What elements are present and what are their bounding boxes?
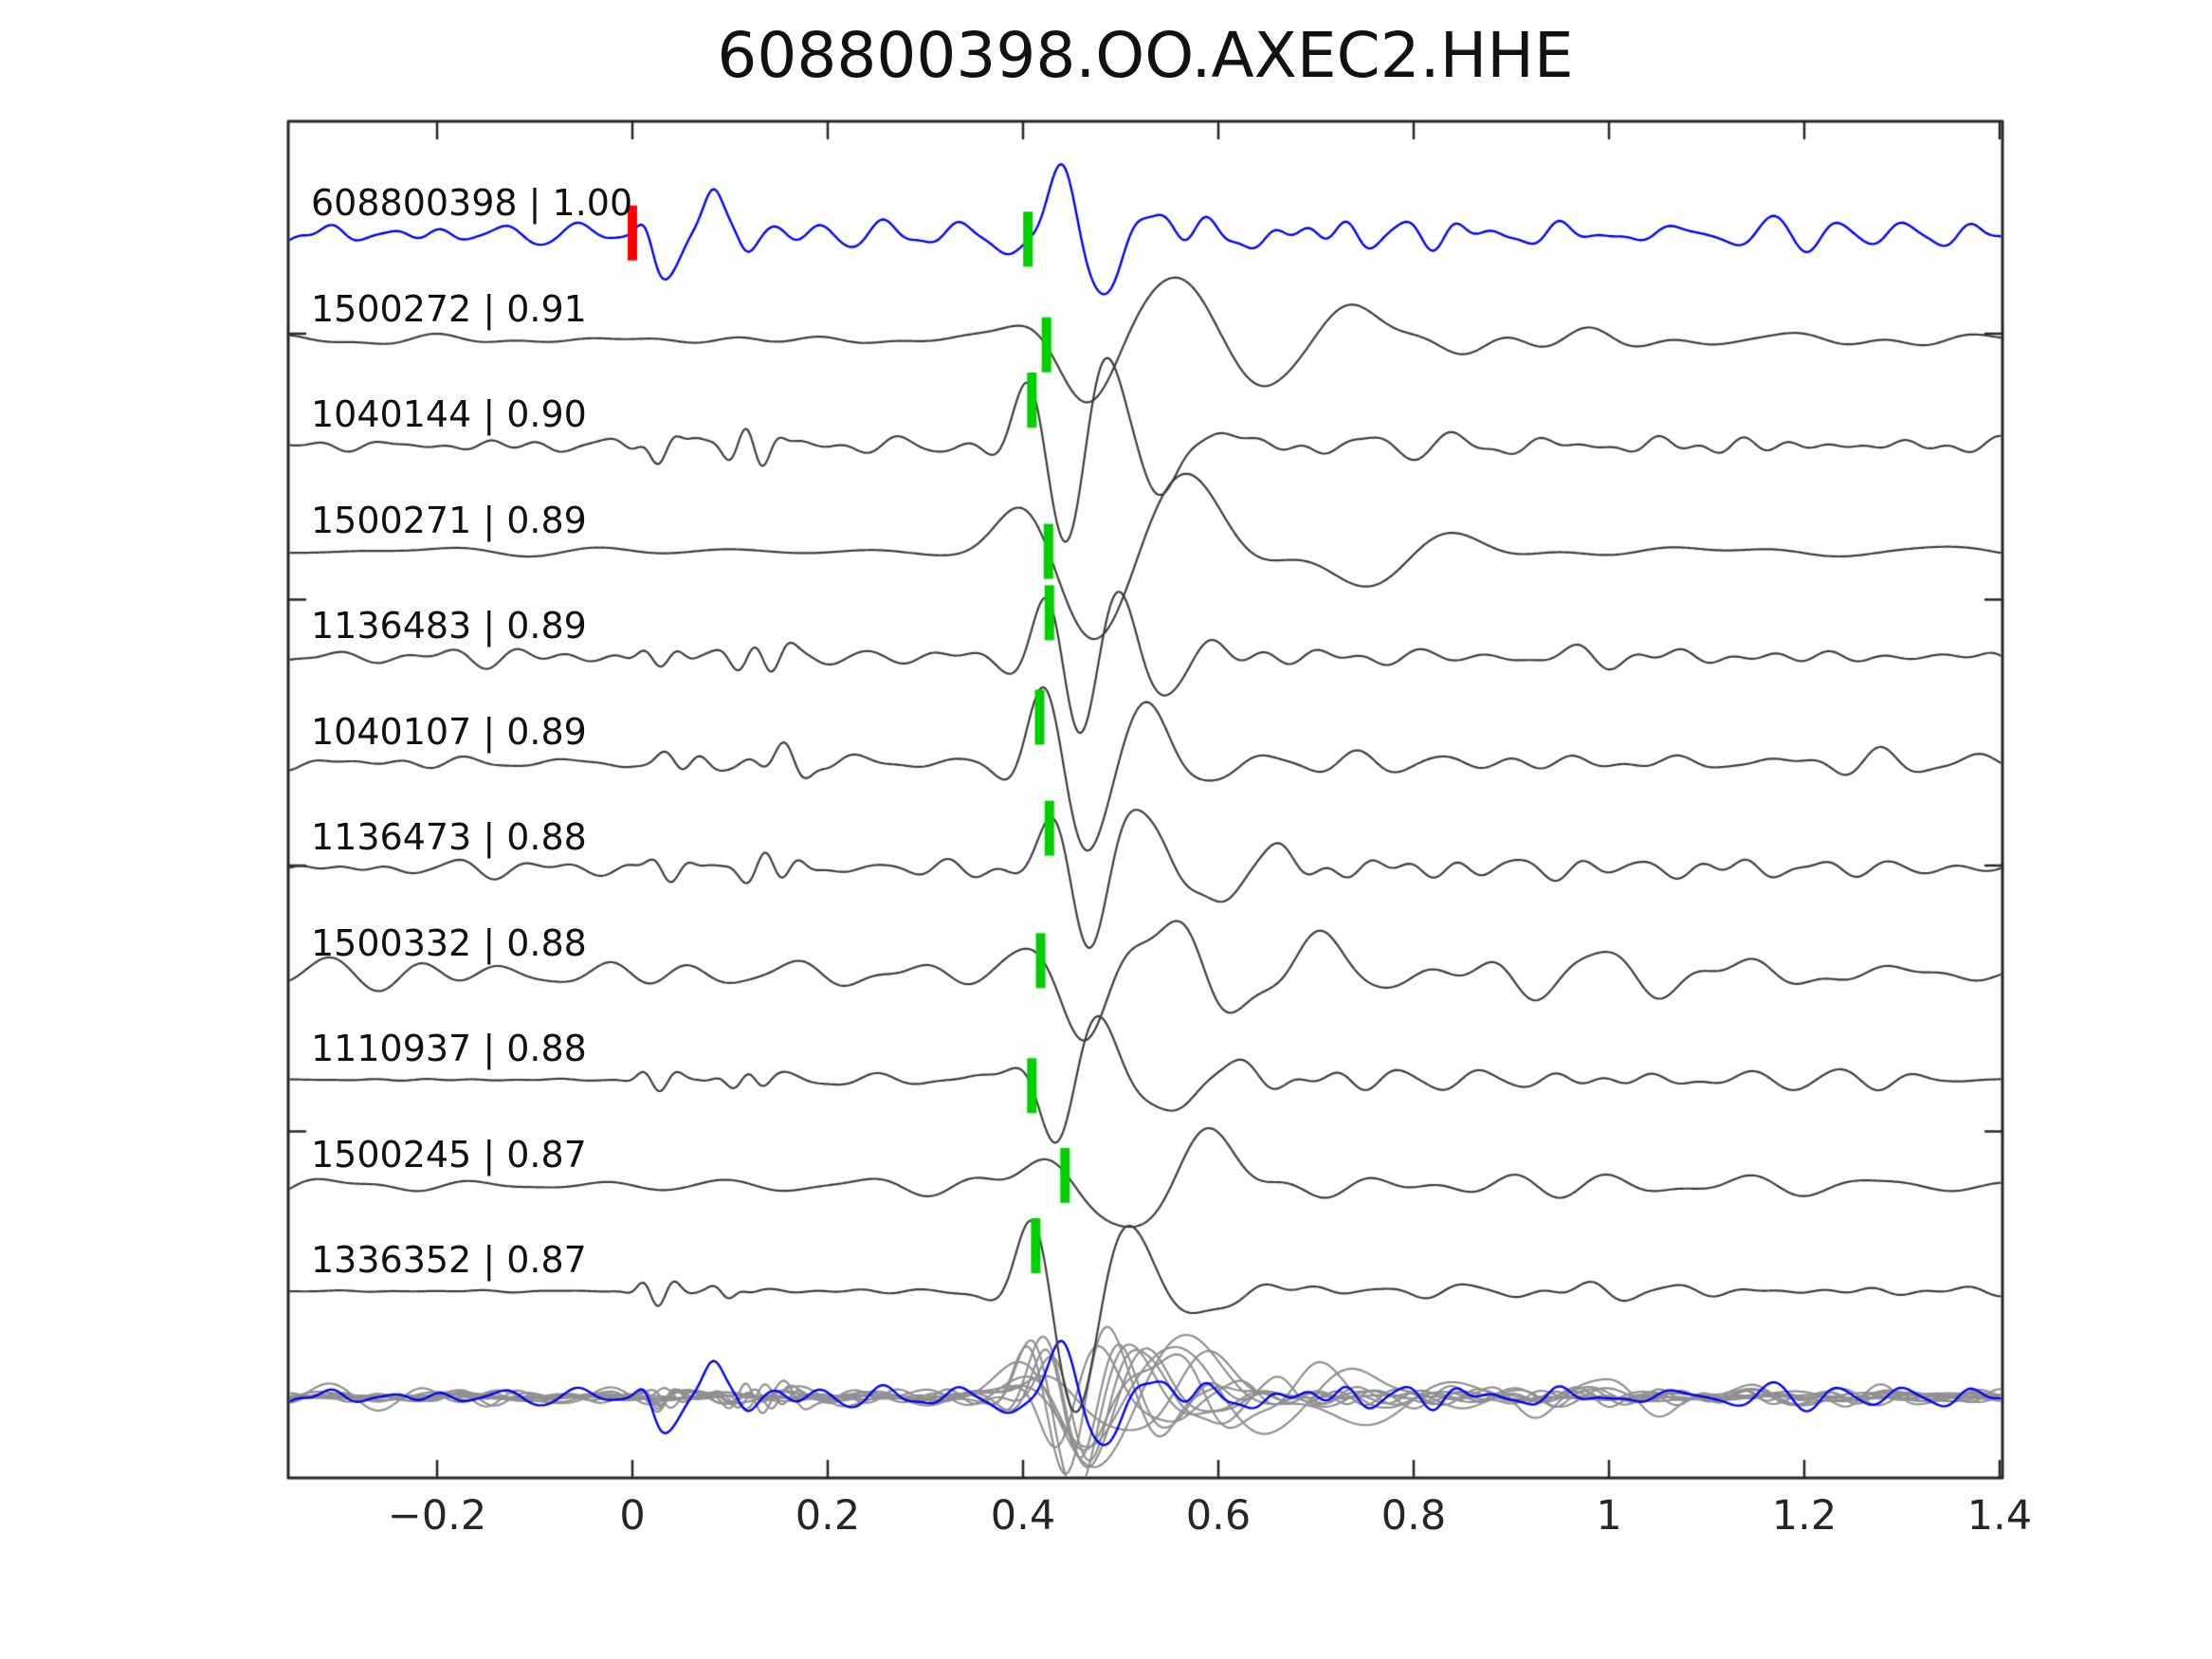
trace-label: 1336352 | 0.87 xyxy=(311,1239,587,1281)
x-tick-label: −0.2 xyxy=(387,1492,487,1540)
trace-label: 1040107 | 0.89 xyxy=(311,710,587,753)
x-tick-label: 0.6 xyxy=(1185,1492,1252,1540)
x-tick-label: 0.2 xyxy=(795,1492,861,1540)
x-tick-label: 1 xyxy=(1596,1492,1622,1540)
x-tick-label: 0 xyxy=(619,1492,646,1540)
trace-label: 1500332 | 0.88 xyxy=(311,921,587,964)
trace-label: 1500245 | 0.87 xyxy=(311,1133,587,1176)
trace-label: 1500271 | 0.89 xyxy=(311,499,587,541)
trace-label: 1040144 | 0.90 xyxy=(311,393,587,435)
trace-label: 1136473 | 0.88 xyxy=(311,816,587,858)
x-tick-label: 1.2 xyxy=(1771,1492,1837,1540)
x-tick-label: 0.8 xyxy=(1380,1492,1447,1540)
trace-label: 1110937 | 0.88 xyxy=(311,1028,587,1069)
x-tick-label: 0.4 xyxy=(990,1492,1056,1540)
x-tick-label: 1.4 xyxy=(1966,1492,2033,1540)
trace-label: 1136483 | 0.89 xyxy=(311,605,587,647)
trace-label: 608800398 | 1.00 xyxy=(311,182,633,224)
trace-label: 1500272 | 0.91 xyxy=(311,287,587,330)
